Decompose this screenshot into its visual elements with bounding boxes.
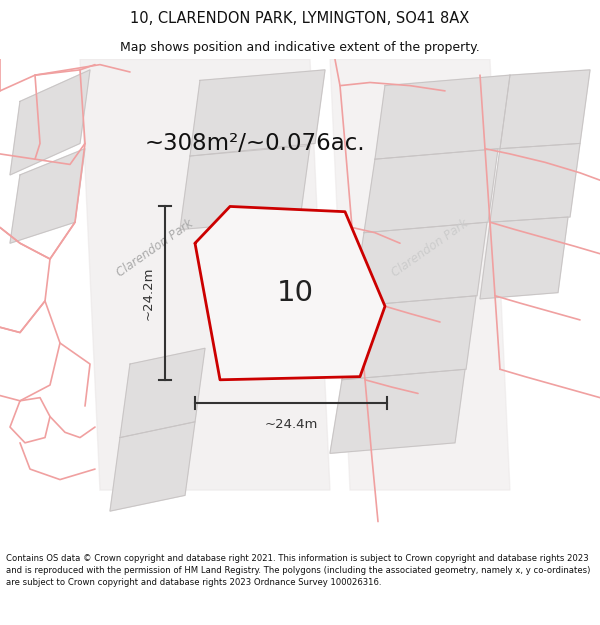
Polygon shape bbox=[353, 222, 487, 306]
Polygon shape bbox=[80, 59, 330, 490]
Polygon shape bbox=[480, 217, 568, 299]
Polygon shape bbox=[375, 75, 510, 159]
Polygon shape bbox=[10, 149, 85, 243]
Polygon shape bbox=[190, 70, 325, 156]
Text: 10, CLARENDON PARK, LYMINGTON, SO41 8AX: 10, CLARENDON PARK, LYMINGTON, SO41 8AX bbox=[130, 11, 470, 26]
Text: Clarendon Park: Clarendon Park bbox=[389, 217, 471, 280]
Text: ~24.4m: ~24.4m bbox=[265, 418, 317, 431]
Polygon shape bbox=[195, 206, 385, 380]
Text: ~24.2m: ~24.2m bbox=[142, 266, 155, 320]
Polygon shape bbox=[330, 59, 510, 490]
Text: Contains OS data © Crown copyright and database right 2021. This information is : Contains OS data © Crown copyright and d… bbox=[6, 554, 590, 587]
Polygon shape bbox=[364, 149, 498, 232]
Polygon shape bbox=[120, 348, 205, 438]
Text: 10: 10 bbox=[277, 279, 314, 307]
Polygon shape bbox=[180, 146, 310, 229]
Polygon shape bbox=[10, 70, 90, 175]
Polygon shape bbox=[342, 296, 476, 380]
Text: ~308m²/~0.076ac.: ~308m²/~0.076ac. bbox=[145, 132, 365, 155]
Text: Clarendon Park: Clarendon Park bbox=[114, 217, 196, 280]
Polygon shape bbox=[110, 422, 195, 511]
Polygon shape bbox=[330, 369, 465, 453]
Polygon shape bbox=[490, 143, 580, 222]
Polygon shape bbox=[500, 70, 590, 149]
Text: Map shows position and indicative extent of the property.: Map shows position and indicative extent… bbox=[120, 41, 480, 54]
